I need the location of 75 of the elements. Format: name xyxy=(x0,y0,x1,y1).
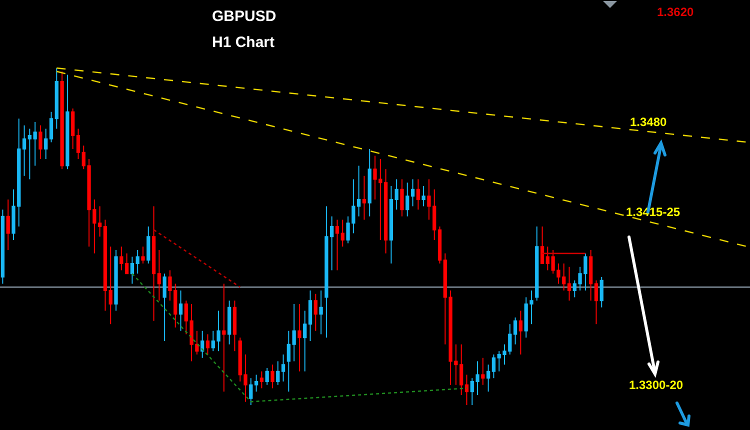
candlestick xyxy=(335,219,340,271)
candlestick xyxy=(406,182,410,217)
candlestick xyxy=(362,175,366,220)
chart-title: GBPUSD xyxy=(212,8,276,25)
candlestick xyxy=(314,293,318,332)
candlestick xyxy=(410,178,415,207)
candlestick xyxy=(38,124,42,160)
candlestick xyxy=(162,273,166,342)
candlestick xyxy=(422,186,426,207)
candlestick xyxy=(130,256,134,284)
candlestick xyxy=(222,283,226,392)
candlestick xyxy=(540,226,544,264)
candlestick xyxy=(281,354,286,382)
candlestick xyxy=(0,209,5,284)
candlestick xyxy=(22,124,26,176)
candlestick xyxy=(249,378,253,406)
candlestick xyxy=(416,178,420,210)
candlestick xyxy=(152,206,156,322)
candlestick xyxy=(594,280,598,325)
annotation: 1.3480 xyxy=(630,115,668,129)
annotation: 1.3300-20 xyxy=(629,378,684,392)
candlestick xyxy=(6,199,10,251)
candlestick xyxy=(200,330,204,358)
candlestick xyxy=(141,246,145,264)
candlestick xyxy=(270,364,274,389)
candlestick xyxy=(319,290,323,335)
candlestick xyxy=(71,108,75,150)
candlestick xyxy=(33,121,37,166)
candlestick xyxy=(486,364,490,392)
candlestick xyxy=(400,178,404,217)
candlestick xyxy=(124,252,129,274)
candlestick xyxy=(298,303,302,372)
chart-subtitle: H1 Chart xyxy=(212,34,275,51)
candlestick xyxy=(157,250,161,302)
candlestick xyxy=(535,226,539,302)
candlestick xyxy=(60,70,64,170)
candlestick xyxy=(114,250,118,312)
candlestick xyxy=(384,168,388,254)
candlestick xyxy=(600,276,604,308)
candlestick xyxy=(108,246,112,325)
candlestick xyxy=(232,300,237,352)
candlestick xyxy=(146,226,150,264)
candlestick xyxy=(589,250,593,302)
candlestick xyxy=(136,250,140,274)
candlestick xyxy=(303,310,307,372)
candlestick xyxy=(394,178,398,210)
annotation: 1.3415-25 xyxy=(626,205,680,219)
candlestick xyxy=(54,68,58,130)
candlestick xyxy=(265,367,269,386)
candlestick xyxy=(481,357,485,386)
candlestick xyxy=(518,310,523,356)
candlestick xyxy=(49,111,54,143)
candlestick xyxy=(120,246,124,271)
candlestick xyxy=(206,334,210,356)
candlestick xyxy=(44,128,48,160)
candlestick xyxy=(513,316,518,345)
candlestick xyxy=(28,128,32,180)
candlestick xyxy=(260,370,264,389)
candlestick xyxy=(368,148,372,217)
candlestick xyxy=(464,374,469,406)
candlestick xyxy=(308,290,312,342)
candlestick xyxy=(178,290,183,332)
candlestick xyxy=(492,354,496,379)
candlestick xyxy=(567,266,572,302)
candlestick xyxy=(103,219,108,312)
candlestick xyxy=(438,226,442,264)
candlestick xyxy=(254,374,258,392)
candlestick xyxy=(276,360,280,386)
text: 1.3620 xyxy=(657,5,694,19)
candlestick xyxy=(340,219,344,248)
candlestick xyxy=(227,300,232,345)
candlestick xyxy=(356,165,361,217)
candlestick xyxy=(389,186,394,264)
candlestick xyxy=(66,74,70,170)
candlestick xyxy=(76,128,80,160)
